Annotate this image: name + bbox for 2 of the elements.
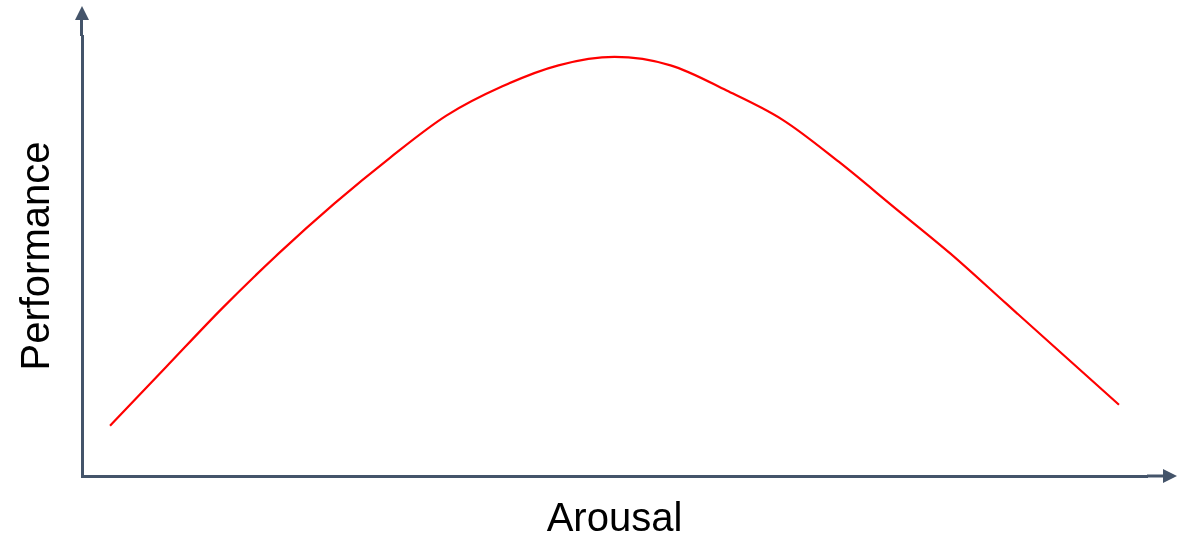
y-axis-title: Performance [13,141,58,371]
x-axis-title: Arousal [546,495,683,540]
